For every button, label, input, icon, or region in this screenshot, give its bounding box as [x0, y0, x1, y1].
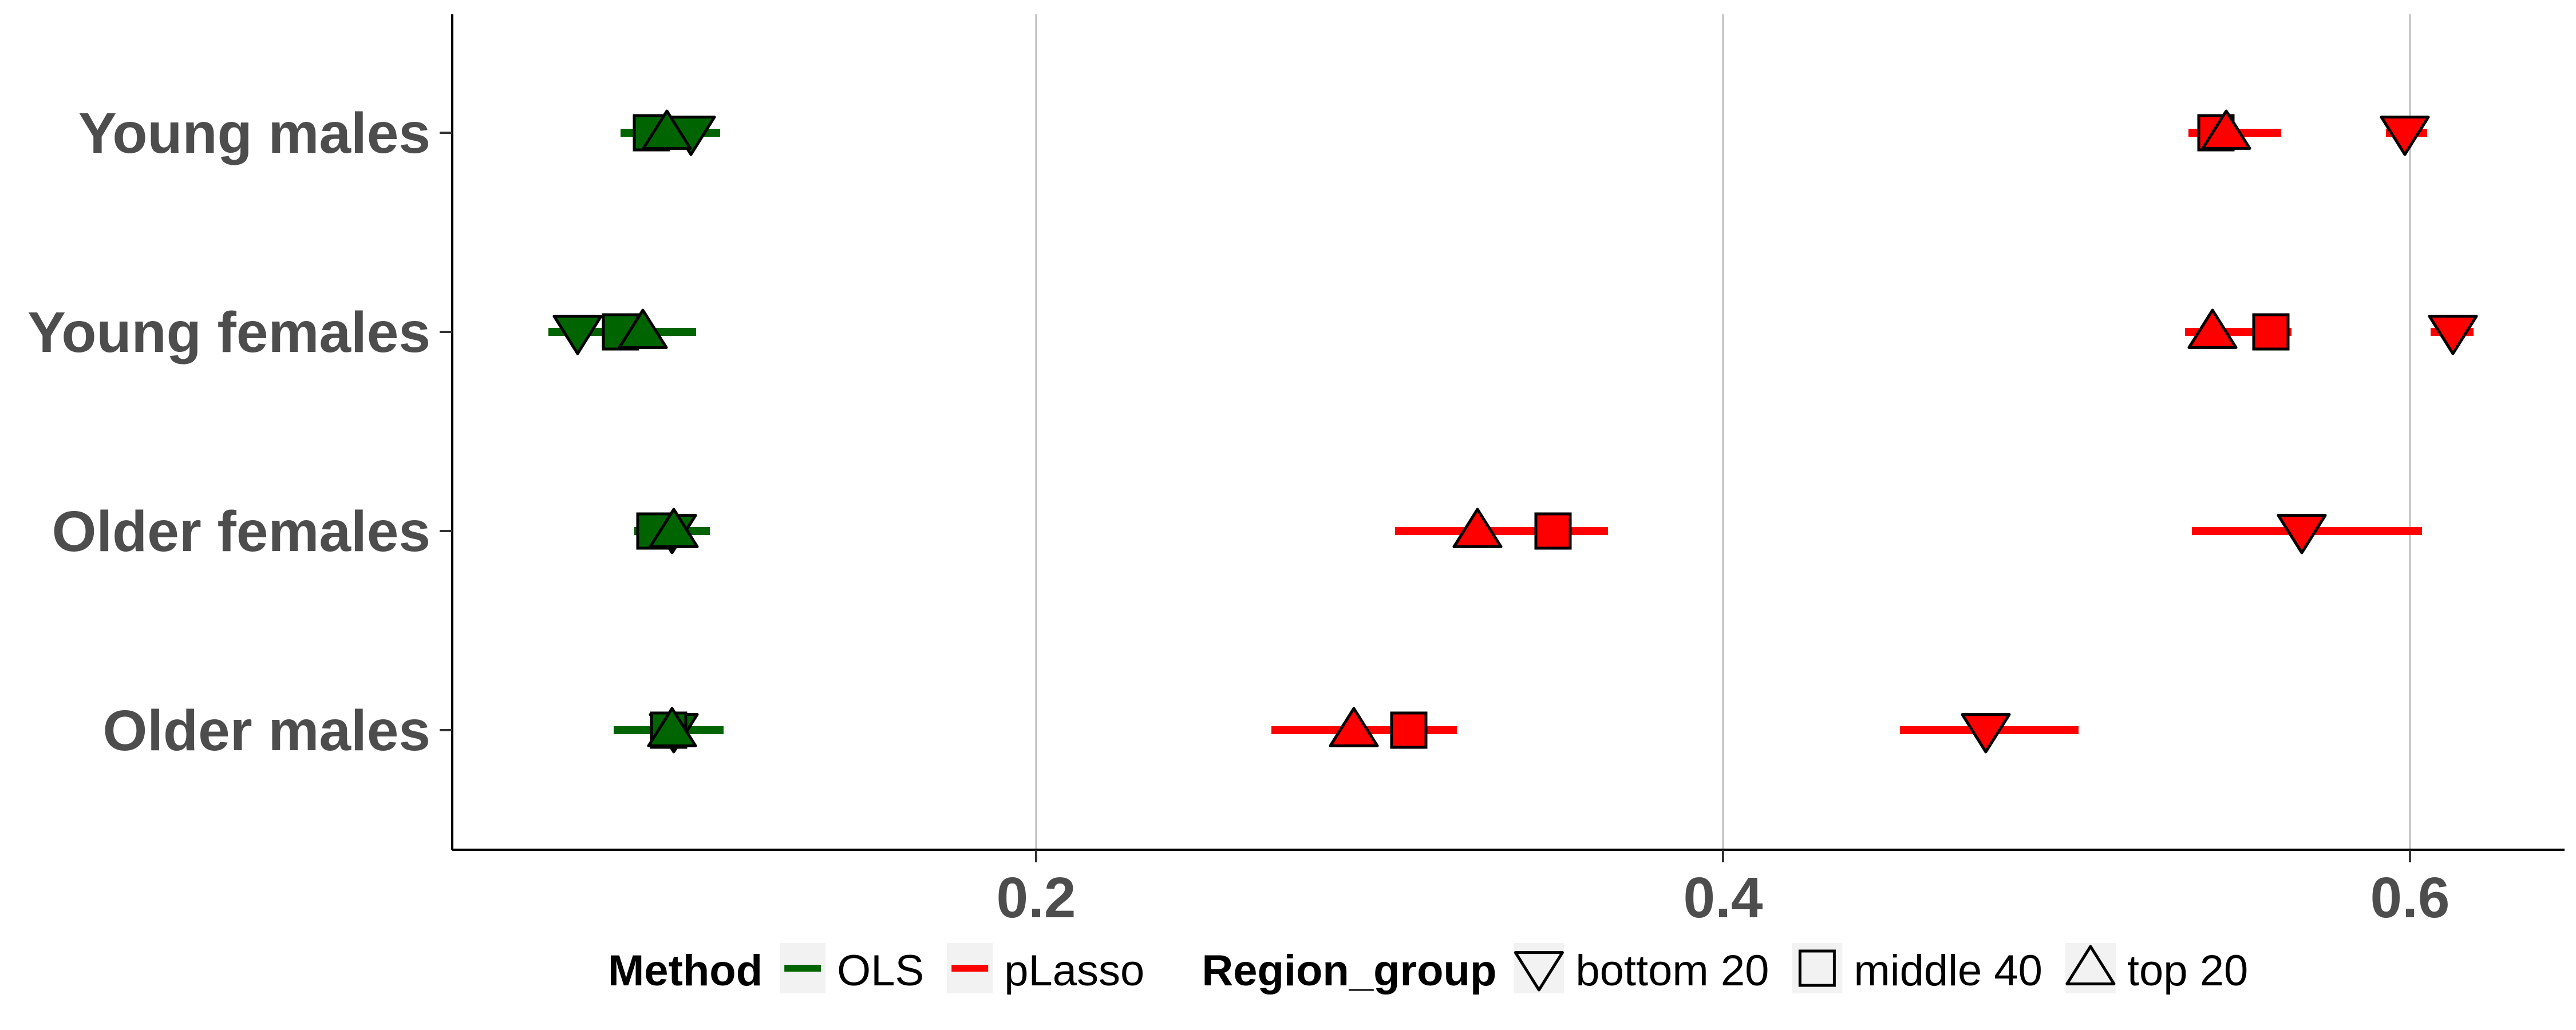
point-ols-older-males-top-20: [647, 707, 697, 747]
legend: Method OLS pLasso Region_group bottom 20 midd…: [608, 943, 2248, 995]
data-points: [552, 109, 2478, 754]
legend-key-top-20: [2065, 945, 2116, 985]
range-bars: [548, 129, 2474, 734]
legend-title-method: Method: [608, 946, 762, 995]
point-plasso-older-males-bottom-20: [1961, 713, 2011, 754]
legend-label-bottom-20: bottom 20: [1575, 946, 1769, 995]
x-tick-label-0-4: 0.4: [1683, 866, 1763, 930]
point-plasso-older-females-top-20: [1452, 508, 1503, 548]
legend-label-middle-40: middle 40: [1854, 946, 2042, 995]
point-plasso-older-females-middle-40: [1534, 512, 1572, 550]
legend-label-plasso: pLasso: [1004, 946, 1144, 995]
y-tick-label-young-females: Young females: [27, 300, 430, 365]
x-tick-labels: 0.2 0.4 0.6: [996, 866, 2449, 930]
axes: [440, 14, 2565, 862]
point-plasso-young-females-middle-40: [2252, 313, 2290, 351]
point-plasso-older-males-top-20: [1329, 707, 1379, 747]
point-plasso-older-males-middle-40: [1390, 711, 1428, 749]
point-plasso-young-females-bottom-20: [2428, 315, 2478, 355]
x-tick-label-0-2: 0.2: [996, 866, 1076, 930]
point-ols-older-females-top-20: [649, 508, 699, 548]
point-ols-young-females-bottom-20: [552, 315, 603, 355]
legend-key-bottom-20: [1514, 951, 1564, 992]
legend-key-middle-40: [1798, 949, 1836, 987]
gridlines: [1035, 14, 2411, 850]
y-tick-label-older-males: Older males: [102, 699, 430, 763]
legend-label-top-20: top 20: [2127, 946, 2248, 995]
point-plasso-young-females-top-20: [2187, 308, 2238, 349]
y-tick-label-older-females: Older females: [52, 500, 430, 564]
point-plasso-young-males-top-20: [2201, 109, 2251, 150]
point-plasso-young-males-bottom-20: [2380, 116, 2430, 156]
x-tick-label-0-6: 0.6: [2370, 866, 2449, 930]
point-ols-young-males-top-20: [642, 109, 692, 150]
point-plasso-older-females-bottom-20: [2277, 514, 2327, 554]
point-ols-young-females-top-20: [618, 308, 668, 349]
y-tick-labels: Young males Young females Older females Old…: [27, 101, 430, 763]
y-tick-label-young-males: Young males: [78, 101, 430, 165]
legend-title-region-group: Region_group: [1202, 946, 1496, 995]
legend-label-ols: OLS: [837, 946, 924, 995]
